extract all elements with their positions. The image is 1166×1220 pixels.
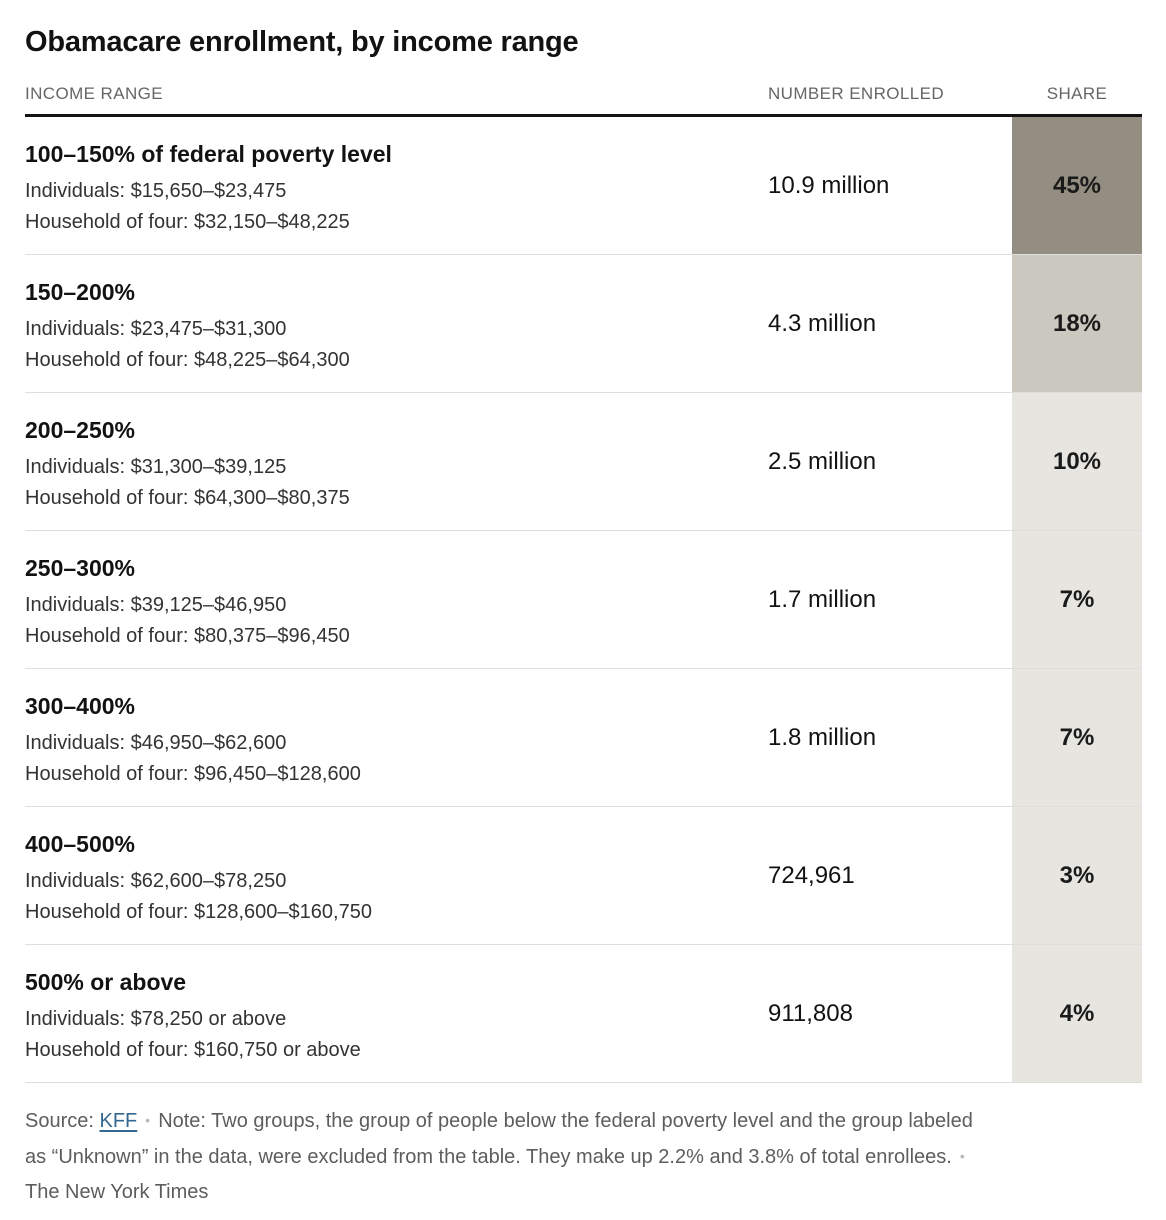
note-text-line-1: Note: Two groups, the group of people be… xyxy=(158,1110,973,1132)
number-enrolled-cell: 1.8 million xyxy=(768,723,877,751)
number-enrolled-cell: 911,808 xyxy=(768,999,853,1027)
number-enrolled-cell: 10.9 million xyxy=(768,171,890,199)
share-cell: 45% xyxy=(1012,117,1142,254)
individuals-detail: Individuals: $78,250 or above xyxy=(25,1008,287,1030)
table-row: 250–300% Individuals: $39,125–$46,950 Ho… xyxy=(25,531,1142,669)
page-title: Obamacare enrollment, by income range xyxy=(25,26,579,58)
household-detail: Household of four: $48,225–$64,300 xyxy=(25,349,350,371)
individuals-detail: Individuals: $31,300–$39,125 xyxy=(25,456,287,478)
income-range-cell: 400–500% Individuals: $62,600–$78,250 Ho… xyxy=(25,807,768,944)
individuals-detail: Individuals: $39,125–$46,950 xyxy=(25,594,287,616)
household-detail: Household of four: $32,150–$48,225 xyxy=(25,211,350,233)
income-range-label: 150–200% xyxy=(25,279,135,305)
separator-dot: • xyxy=(959,1148,965,1164)
table-row: 150–200% Individuals: $23,475–$31,300 Ho… xyxy=(25,255,1142,393)
enrollment-table: INCOME RANGE NUMBER ENROLLED SHARE 100–1… xyxy=(25,84,1142,1083)
share-cell: 18% xyxy=(1012,255,1142,392)
income-range-label: 300–400% xyxy=(25,693,135,719)
number-enrolled-cell: 1.7 million xyxy=(768,585,877,613)
income-range-label: 400–500% xyxy=(25,831,135,857)
share-cell: 3% xyxy=(1012,807,1142,944)
column-header-income-range: INCOME RANGE xyxy=(25,84,163,103)
household-detail: Household of four: $80,375–$96,450 xyxy=(25,625,350,647)
income-range-label: 200–250% xyxy=(25,417,135,443)
credit-line: The New York Times xyxy=(25,1181,209,1203)
household-detail: Household of four: $64,300–$80,375 xyxy=(25,487,350,509)
footer-line-1: Source: KFF • Note: Two groups, the group … xyxy=(25,1103,1142,1139)
note-text-line-2: as “Unknown” in the data, were excluded … xyxy=(25,1146,952,1168)
income-range-cell: 200–250% Individuals: $31,300–$39,125 Ho… xyxy=(25,393,768,530)
separator-dot: • xyxy=(145,1112,151,1128)
individuals-detail: Individuals: $46,950–$62,600 xyxy=(25,732,287,754)
income-range-cell: 300–400% Individuals: $46,950–$62,600 Ho… xyxy=(25,669,768,806)
income-range-cell: 100–150% of federal poverty level Indivi… xyxy=(25,117,768,254)
table-row: 100–150% of federal poverty level Indivi… xyxy=(25,117,1142,255)
table-row: 300–400% Individuals: $46,950–$62,600 Ho… xyxy=(25,669,1142,807)
household-detail: Household of four: $128,600–$160,750 xyxy=(25,901,372,923)
income-range-cell: 250–300% Individuals: $39,125–$46,950 Ho… xyxy=(25,531,768,668)
table-row: 200–250% Individuals: $31,300–$39,125 Ho… xyxy=(25,393,1142,531)
table-row: 500% or above Individuals: $78,250 or ab… xyxy=(25,945,1142,1083)
number-enrolled-cell: 4.3 million xyxy=(768,309,877,337)
income-range-cell: 500% or above Individuals: $78,250 or ab… xyxy=(25,945,768,1082)
share-cell: 10% xyxy=(1012,393,1142,530)
share-cell: 4% xyxy=(1012,945,1142,1082)
table-row: 400–500% Individuals: $62,600–$78,250 Ho… xyxy=(25,807,1142,945)
individuals-detail: Individuals: $15,650–$23,475 xyxy=(25,180,287,202)
column-header-share: SHARE xyxy=(1046,84,1108,103)
column-header-number-enrolled: NUMBER ENROLLED xyxy=(768,84,945,103)
number-enrolled-cell: 2.5 million xyxy=(768,447,877,475)
footer-notes: Source: KFF • Note: Two groups, the group … xyxy=(25,1103,1142,1220)
source-label: Source: xyxy=(25,1110,94,1132)
income-range-label: 100–150% of federal poverty level xyxy=(25,141,392,167)
footer-line-2: as “Unknown” in the data, were excluded … xyxy=(25,1139,1142,1175)
table-header-row: INCOME RANGE NUMBER ENROLLED SHARE xyxy=(25,84,1142,117)
individuals-detail: Individuals: $62,600–$78,250 xyxy=(25,870,287,892)
income-range-label: 500% or above xyxy=(25,969,187,995)
household-detail: Household of four: $160,750 or above xyxy=(25,1039,361,1061)
household-detail: Household of four: $96,450–$128,600 xyxy=(25,763,361,785)
share-cell: 7% xyxy=(1012,669,1142,806)
number-enrolled-cell: 724,961 xyxy=(768,861,855,889)
income-range-label: 250–300% xyxy=(25,555,135,581)
individuals-detail: Individuals: $23,475–$31,300 xyxy=(25,318,287,340)
table-body: 100–150% of federal poverty level Indivi… xyxy=(25,117,1142,1083)
source-link[interactable]: KFF xyxy=(99,1110,138,1132)
share-cell: 7% xyxy=(1012,531,1142,668)
income-range-cell: 150–200% Individuals: $23,475–$31,300 Ho… xyxy=(25,255,768,392)
